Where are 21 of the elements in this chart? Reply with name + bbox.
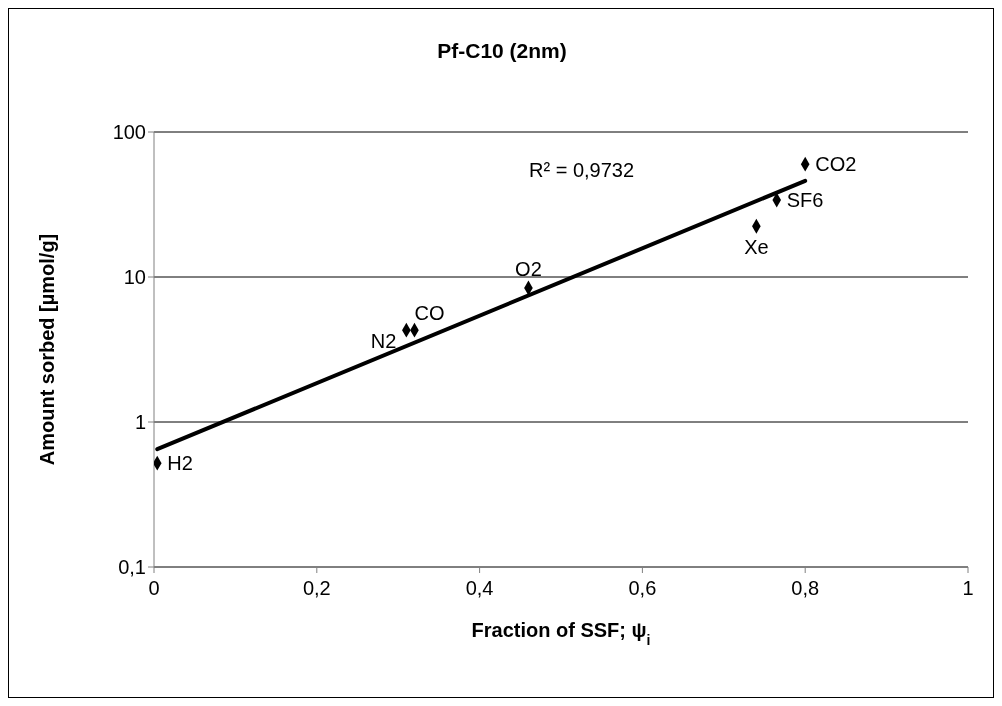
annotation: CO (414, 302, 445, 325)
y-axis-title: Amount sorbed [µmol/g] (36, 233, 58, 466)
x-tick-label: 1 (962, 577, 974, 600)
y-tick-label: 0,1 (118, 556, 146, 579)
annotation: H2 (167, 452, 193, 475)
annotation: R² = 0,9732 (529, 159, 635, 182)
x-tick-label: 0,6 (628, 577, 657, 600)
x-tick-label: 0,2 (302, 577, 331, 600)
annotation: SF6 (786, 188, 824, 211)
annotation: CO2 (815, 153, 857, 176)
x-tick-label: 0,4 (465, 577, 494, 600)
y-tick-label: 100 (112, 121, 146, 144)
y-tick-label: 1 (134, 411, 146, 434)
x-axis-title: Fraction of SSF; ψ$_{i}$ (471, 619, 651, 648)
chart-title: Pf-C10 (2nm) (436, 39, 568, 63)
x-tick-label: 0,8 (791, 577, 820, 600)
annotation: Xe (744, 236, 769, 259)
annotation: N2 (370, 330, 397, 353)
y-tick-label: 10 (123, 266, 146, 289)
annotation: O2 (515, 257, 542, 280)
x-tick-label: 0 (148, 577, 160, 600)
